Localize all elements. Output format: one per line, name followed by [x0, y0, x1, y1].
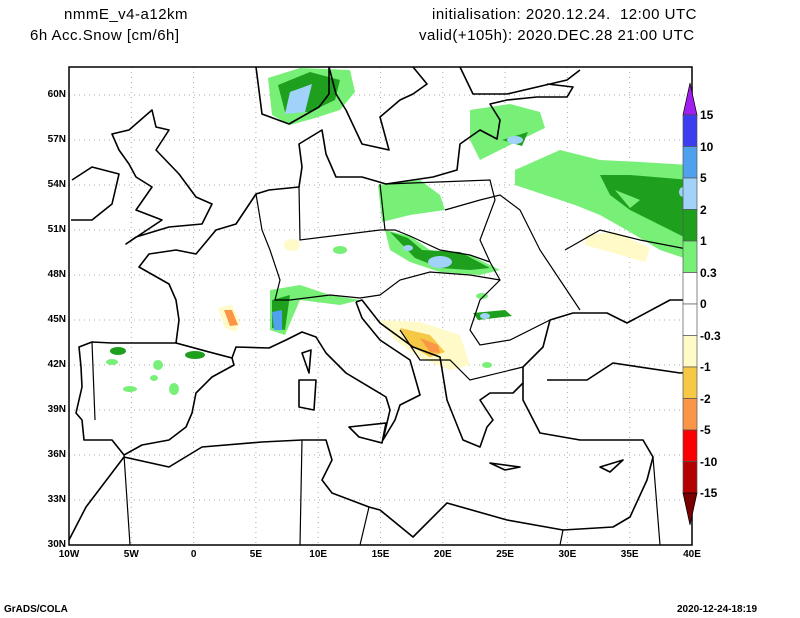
lat-label: 60N: [47, 89, 66, 100]
lat-label: 54N: [47, 179, 66, 190]
country-borders: [91, 179, 693, 546]
colorbar-segment: [682, 461, 698, 494]
colorbar-bottom-arrow: [682, 492, 698, 526]
colorbar-segment: [682, 303, 698, 336]
colorbar-label: -1: [700, 360, 711, 374]
colorbar: [682, 82, 698, 526]
colorbar-segment: [682, 429, 698, 462]
colorbar-label: 15: [700, 108, 714, 122]
colorbar-label: 10: [700, 139, 714, 154]
valid-time: valid(+105h): 2020.DEC.28 21:00 UTC: [419, 27, 695, 44]
lat-label: 36N: [47, 449, 66, 460]
colorbar-label: -2: [700, 391, 711, 406]
lat-label: 45N: [47, 314, 66, 325]
snowfall-field: [106, 68, 690, 395]
lat-label: 33N: [47, 494, 66, 505]
lon-label: 0: [190, 549, 197, 560]
colorbar-segment: [682, 209, 698, 242]
colorbar-label: -15: [700, 486, 718, 500]
initialisation-time: initialisation: 2020.12.24. 12:00 UTC: [432, 6, 697, 23]
colorbar-label: -0.3: [700, 328, 721, 343]
lat-label: 42N: [47, 359, 66, 370]
colorbar-segment: [682, 114, 698, 147]
lat-label: 39N: [47, 404, 66, 415]
lon-label: 5E: [249, 549, 262, 560]
colorbar-label: -5: [700, 423, 711, 437]
lon-label: 10W: [58, 549, 80, 560]
colorbar-label: 5: [700, 171, 707, 185]
colorbar-segment: [682, 272, 698, 305]
colorbar-segment: [682, 146, 698, 179]
lat-label: 51N: [47, 224, 66, 235]
lon-label: 35E: [620, 549, 639, 560]
footer-credit: GrADS/COLA: [4, 604, 68, 615]
lon-label: 30E: [558, 549, 577, 560]
colorbar-segment: [682, 177, 698, 210]
colorbar-label: 0.3: [700, 265, 717, 280]
colorbar-segment: [682, 240, 698, 273]
field-title: 6h Acc.Snow [cm/6h]: [30, 27, 180, 44]
lat-label: 48N: [47, 269, 66, 280]
colorbar-label: 0: [700, 297, 707, 311]
lon-label: 15E: [371, 549, 390, 560]
colorbar-label: 1: [700, 234, 707, 248]
lon-label: 25E: [496, 549, 514, 560]
colorbar-top-arrow: [682, 82, 698, 116]
model-name: nmmE_v4-a12km: [64, 6, 189, 23]
lon-label: 10E: [309, 549, 328, 560]
lon-label: 20E: [433, 549, 452, 560]
lat-label: 30N: [47, 539, 66, 550]
colorbar-segment: [682, 398, 698, 431]
colorbar-segment: [682, 335, 698, 368]
footer-timestamp: 2020-12-24-18:19: [677, 604, 758, 615]
colorbar-label: -10: [700, 454, 718, 469]
colorbar-segment: [682, 366, 698, 399]
lon-label: 5W: [123, 549, 139, 560]
lat-label: 57N: [47, 134, 66, 145]
lon-label: 40E: [683, 549, 701, 560]
colorbar-label: 2: [700, 202, 707, 217]
